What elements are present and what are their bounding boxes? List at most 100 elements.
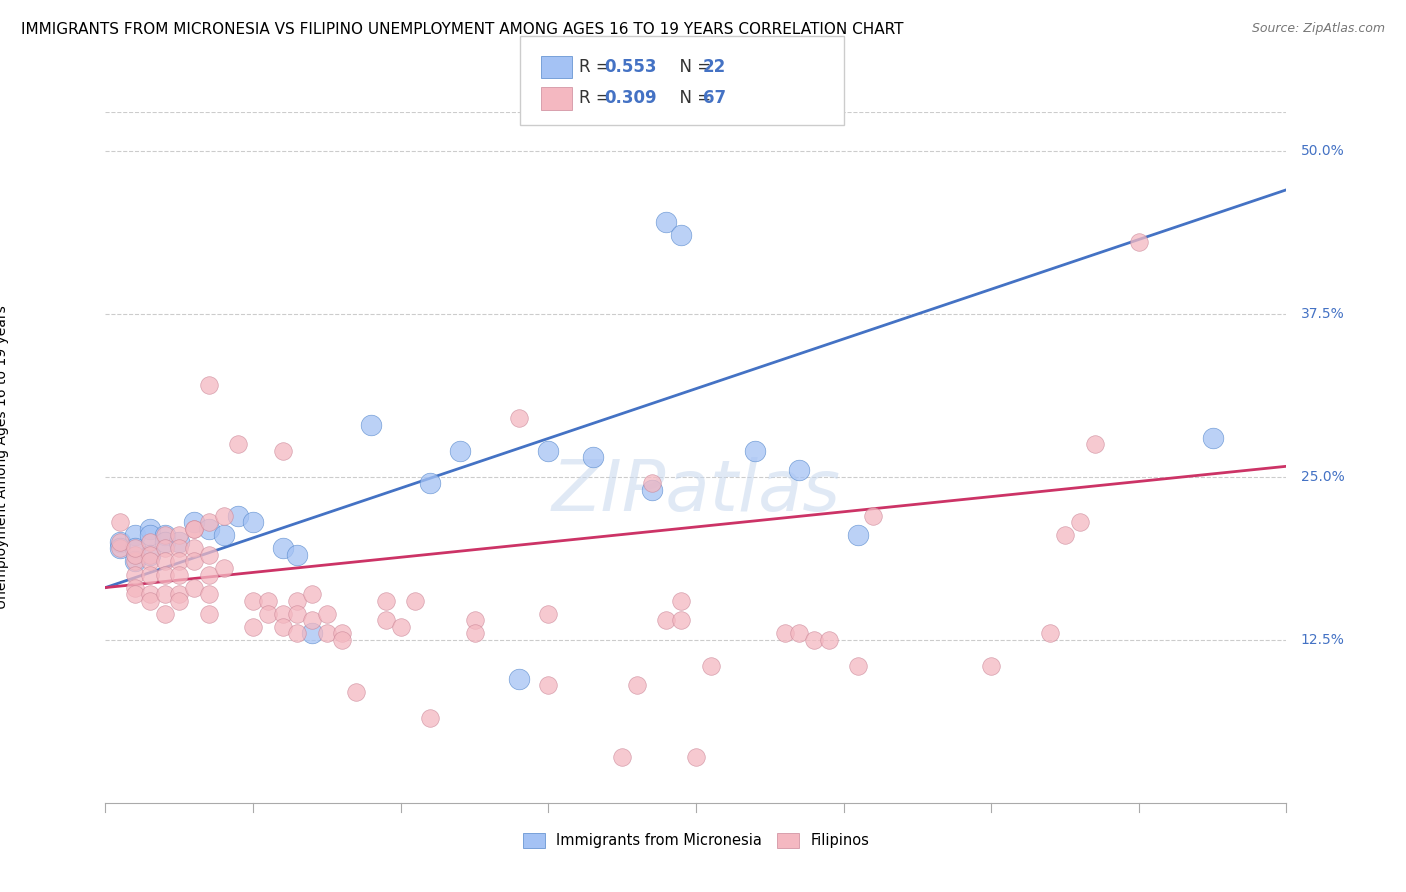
Point <box>153 567 176 582</box>
Point <box>271 620 294 634</box>
Point <box>169 528 191 542</box>
Point <box>110 541 132 556</box>
Point <box>346 685 368 699</box>
Point <box>582 450 605 465</box>
Point <box>153 541 176 556</box>
Point <box>212 508 235 523</box>
Point <box>124 548 146 562</box>
Point <box>124 541 146 556</box>
Text: 22: 22 <box>703 58 727 76</box>
Point <box>197 587 219 601</box>
Point <box>153 528 176 542</box>
Point <box>212 528 235 542</box>
Text: R =: R = <box>579 89 616 107</box>
Point <box>138 548 162 562</box>
Point <box>169 554 191 568</box>
Point <box>449 443 471 458</box>
Point <box>242 620 264 634</box>
Point <box>537 607 560 621</box>
Point <box>508 672 530 686</box>
Point <box>183 541 205 556</box>
Point <box>271 607 294 621</box>
Point <box>183 581 205 595</box>
Point <box>138 528 162 542</box>
Point <box>169 593 191 607</box>
Point <box>124 554 146 568</box>
Point <box>138 522 162 536</box>
Point <box>612 750 634 764</box>
Point <box>315 626 337 640</box>
Point <box>124 581 146 595</box>
Point <box>287 626 309 640</box>
Point <box>271 443 294 458</box>
Point <box>169 587 191 601</box>
Point <box>257 607 280 621</box>
Point <box>464 626 486 640</box>
Legend: Immigrants from Micronesia, Filipinos: Immigrants from Micronesia, Filipinos <box>517 827 875 855</box>
Point <box>153 554 176 568</box>
Point <box>374 613 398 627</box>
Point <box>287 607 309 621</box>
Text: ZIPatlas: ZIPatlas <box>551 458 841 526</box>
Point <box>153 587 176 601</box>
Point <box>773 626 796 640</box>
Point <box>1039 626 1062 640</box>
Point <box>169 541 191 556</box>
Point <box>360 417 382 432</box>
Point <box>671 593 693 607</box>
Point <box>228 508 250 523</box>
Point <box>110 541 132 556</box>
Point <box>183 554 205 568</box>
Point <box>197 516 219 530</box>
Text: 67: 67 <box>703 89 725 107</box>
Point <box>197 522 219 536</box>
Point <box>183 522 205 536</box>
Point <box>138 535 162 549</box>
Point <box>197 378 219 392</box>
Point <box>846 658 869 673</box>
Point <box>537 443 560 458</box>
Text: 12.5%: 12.5% <box>1301 632 1344 647</box>
Point <box>197 548 219 562</box>
Point <box>169 567 191 582</box>
Point <box>671 228 693 243</box>
Point <box>700 658 723 673</box>
Point <box>1084 437 1107 451</box>
Text: 37.5%: 37.5% <box>1301 307 1344 320</box>
Text: 50.0%: 50.0% <box>1301 144 1344 158</box>
Point <box>287 548 309 562</box>
Text: 0.309: 0.309 <box>605 89 657 107</box>
Point <box>655 215 678 229</box>
Point <box>330 626 353 640</box>
Point <box>1054 528 1077 542</box>
Point <box>110 516 132 530</box>
Point <box>626 678 648 692</box>
Point <box>110 535 132 549</box>
Point <box>846 528 869 542</box>
Point <box>464 613 486 627</box>
Point <box>138 567 162 582</box>
Point <box>287 593 309 607</box>
Point <box>641 476 664 491</box>
Point <box>153 607 176 621</box>
Point <box>183 522 205 536</box>
Point <box>537 678 560 692</box>
Point <box>242 516 264 530</box>
Point <box>301 626 323 640</box>
Point <box>257 593 280 607</box>
Point <box>124 528 146 542</box>
Point <box>301 613 323 627</box>
Point <box>315 607 337 621</box>
Point <box>641 483 664 497</box>
Text: R =: R = <box>579 58 616 76</box>
Point <box>197 567 219 582</box>
Point <box>803 632 825 647</box>
Point <box>138 593 162 607</box>
Point <box>787 463 810 477</box>
Point <box>153 535 176 549</box>
Point <box>124 541 146 556</box>
Point <box>980 658 1002 673</box>
Point <box>1069 516 1091 530</box>
Text: N =: N = <box>669 58 717 76</box>
Point <box>419 476 441 491</box>
